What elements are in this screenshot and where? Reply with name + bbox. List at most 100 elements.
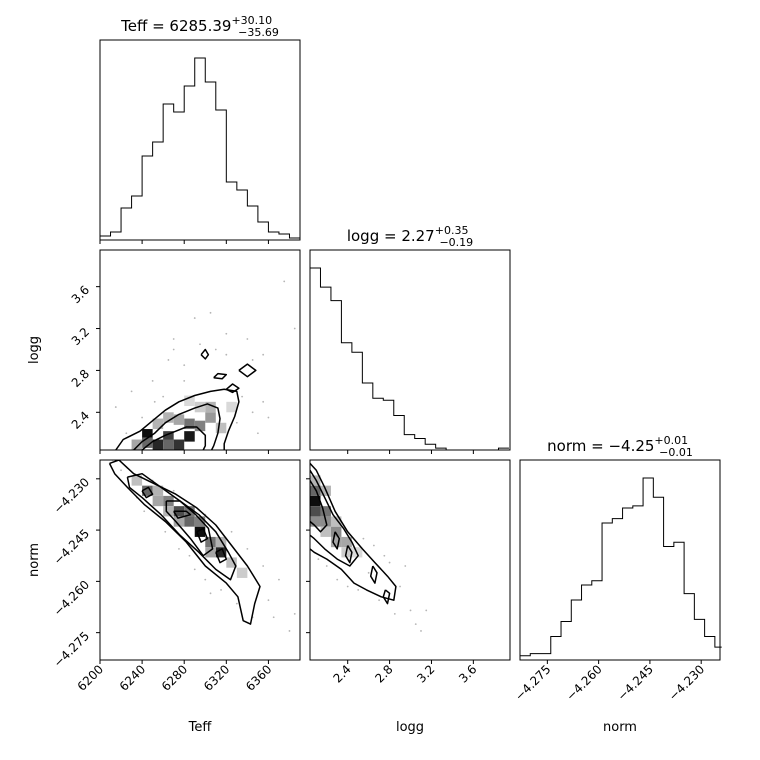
x-tick-label: 6360 bbox=[243, 662, 274, 693]
y-tick-label: 2.8 bbox=[69, 367, 92, 390]
scatter-point bbox=[172, 348, 175, 351]
density-cell bbox=[310, 516, 321, 527]
scatter-point bbox=[125, 432, 128, 435]
density-cell bbox=[205, 412, 216, 423]
density-cell bbox=[173, 439, 185, 450]
contour-line bbox=[332, 531, 341, 550]
density-cell bbox=[152, 495, 164, 507]
scatter-point bbox=[388, 561, 391, 564]
density-cell bbox=[320, 526, 331, 537]
panel-hist-norm: norm = −4.25+0.01 −0.01 bbox=[519, 434, 722, 661]
contour-line bbox=[133, 403, 221, 450]
scatter-point bbox=[378, 599, 381, 602]
contour-line bbox=[213, 372, 228, 380]
density-cell bbox=[184, 516, 195, 527]
scatter-point bbox=[357, 589, 360, 591]
density-cell bbox=[184, 506, 195, 517]
scatter-point bbox=[172, 489, 175, 492]
scatter-point bbox=[225, 353, 228, 356]
density-cell bbox=[152, 418, 164, 430]
scatter-point bbox=[251, 411, 254, 414]
density-cell bbox=[142, 429, 153, 440]
x-tick-label: 3.2 bbox=[414, 662, 437, 685]
title-teff: Teff = 6285.39+30.10 −35.69 bbox=[120, 14, 279, 39]
panel-teff-logg bbox=[99, 249, 301, 451]
density-cell bbox=[320, 506, 331, 517]
x-ticks-teff: 6200 6240 6280 6320 6360 bbox=[75, 660, 275, 694]
inner-ticks bbox=[99, 240, 474, 634]
density-cell bbox=[330, 516, 342, 527]
contour-line bbox=[141, 426, 207, 450]
scatter-point bbox=[230, 530, 233, 533]
scatter-point bbox=[393, 612, 396, 615]
x-ticks-norm: −4.275 −4.260 −4.245 −4.230 bbox=[512, 660, 707, 704]
scatter-point bbox=[362, 537, 365, 540]
contour-line bbox=[382, 589, 391, 605]
density-cell bbox=[152, 439, 164, 450]
density-cell bbox=[163, 506, 174, 517]
density-cell bbox=[163, 439, 174, 450]
x-tick-label: 3.6 bbox=[456, 662, 479, 685]
contour-line bbox=[173, 510, 192, 519]
scatter-point bbox=[162, 395, 165, 398]
density-cell bbox=[236, 567, 248, 578]
density-cell bbox=[310, 506, 321, 517]
scatter-point bbox=[114, 406, 117, 408]
y-tick-label: −4.230 bbox=[51, 475, 92, 516]
ylabel-norm: norm bbox=[27, 543, 42, 577]
density-cell bbox=[226, 557, 237, 568]
contour-line bbox=[310, 480, 328, 533]
x-tick-label: −4.260 bbox=[563, 662, 604, 703]
scatter-point bbox=[153, 400, 156, 403]
xlabel-norm: norm bbox=[603, 720, 637, 735]
density-cell bbox=[152, 485, 164, 496]
scatter-point bbox=[241, 395, 244, 398]
scatter-point bbox=[367, 571, 370, 574]
scatter-point bbox=[272, 616, 275, 619]
contour-line bbox=[310, 462, 397, 601]
density-cell bbox=[173, 516, 185, 527]
density-cell bbox=[163, 412, 174, 423]
x-tick-label: 2.4 bbox=[330, 662, 353, 685]
scatter-point bbox=[409, 609, 412, 612]
panel-hist-teff: Teff = 6285.39+30.10 −35.69 bbox=[99, 14, 301, 241]
xlabel-logg: logg bbox=[396, 720, 424, 735]
density-cell bbox=[310, 495, 321, 507]
panel-teff-norm bbox=[99, 459, 301, 661]
scatter-point bbox=[404, 565, 407, 567]
density-cell bbox=[215, 536, 227, 548]
y-tick-label: 3.6 bbox=[69, 283, 92, 306]
hist-logg-step bbox=[310, 267, 509, 451]
xlabel-teff: Teff bbox=[188, 720, 213, 735]
panel-hist-logg: logg = 2.27+0.35 −0.19 bbox=[309, 224, 511, 451]
density-cell bbox=[205, 401, 216, 413]
scatter-point bbox=[293, 327, 296, 330]
scatter-point bbox=[262, 353, 265, 356]
scatter-point bbox=[399, 585, 401, 588]
density-cell bbox=[184, 418, 195, 430]
x-tick-label: 2.8 bbox=[372, 662, 395, 685]
contour-line bbox=[126, 472, 237, 581]
scatter-point bbox=[262, 400, 265, 403]
scatter-point bbox=[120, 469, 122, 472]
density-cell bbox=[184, 395, 195, 407]
x-tick-label: −4.245 bbox=[615, 662, 656, 703]
contour-line bbox=[310, 469, 359, 567]
scatter-point bbox=[188, 554, 191, 557]
density-cell bbox=[310, 475, 321, 486]
x-tick-label: −4.275 bbox=[512, 662, 553, 703]
scatter-point bbox=[183, 364, 186, 367]
scatter-point bbox=[151, 379, 154, 382]
contour-line bbox=[196, 527, 209, 543]
scatter-point bbox=[220, 589, 222, 591]
scatter-point bbox=[420, 630, 422, 632]
density-cell bbox=[163, 431, 174, 442]
scatter-point bbox=[235, 602, 238, 605]
y-ticks-norm: −4.275 −4.260 −4.245 −4.230 bbox=[51, 475, 100, 670]
y-tick-label: −4.275 bbox=[51, 629, 92, 670]
x-tick-label: 6320 bbox=[201, 662, 232, 693]
scatter-point bbox=[143, 510, 146, 513]
scatter-point bbox=[193, 568, 196, 571]
hist-norm-step bbox=[520, 477, 722, 657]
